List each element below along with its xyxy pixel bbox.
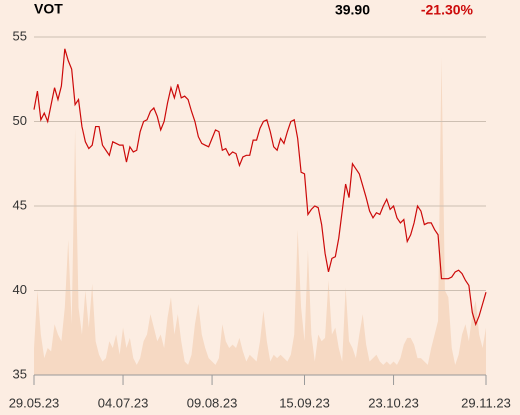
y-tick-label: 45	[13, 197, 27, 212]
y-tick-label: 40	[13, 282, 27, 297]
price-line	[33, 48, 487, 327]
y-tick-label: 35	[13, 366, 27, 381]
x-tick-label: 23.10.23	[368, 395, 419, 410]
x-tick-label: 29.11.23	[461, 395, 511, 410]
x-tick-label: 04.07.23	[98, 395, 149, 410]
change: -21.30%	[421, 2, 474, 18]
x-tick-label: 15.09.23	[279, 395, 330, 410]
y-tick-label: 50	[13, 113, 27, 128]
chart-title: VOT	[34, 1, 63, 17]
x-tick-label: 09.08.23	[187, 395, 238, 410]
y-tick-label: 55	[13, 28, 27, 43]
last-value: 39.90	[335, 2, 370, 18]
x-tick-label: 29.05.23	[9, 395, 60, 410]
volume-area	[34, 57, 486, 375]
